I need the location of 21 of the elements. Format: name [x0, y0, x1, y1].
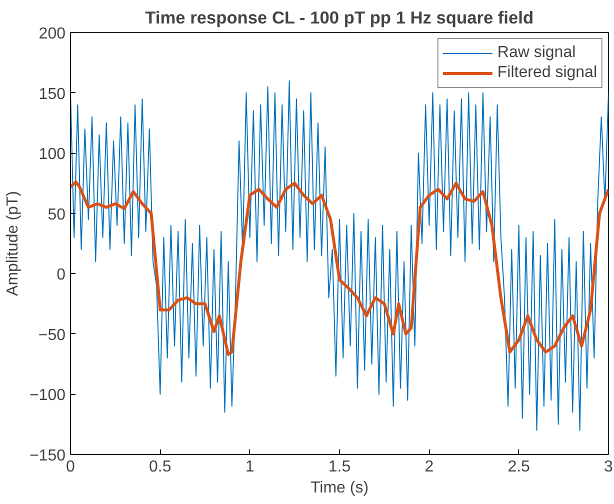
x-tick-label: 2.5: [508, 458, 530, 476]
x-tick-label: 3: [604, 458, 614, 476]
x-tick-label: 1: [245, 458, 254, 476]
y-tick-label: −100: [29, 387, 66, 404]
x-tick-label: 1.5: [328, 458, 351, 476]
legend-label: Raw signal: [497, 44, 576, 62]
y-tick-label: −150: [29, 448, 66, 464]
y-axis-title: Amplitude (pT): [4, 191, 22, 296]
chart-title: Time response CL - 100 pT pp 1 Hz square field: [145, 8, 534, 28]
x-axis-title: Time (s): [310, 480, 369, 496]
y-tick-label: −50: [38, 326, 66, 344]
y-tick-label: 0: [56, 266, 66, 284]
y-tick-label: 150: [38, 86, 66, 103]
x-tick-label: 2: [424, 458, 434, 476]
legend-label: Filtered signal: [497, 64, 597, 82]
y-tick-label: 200: [38, 26, 66, 42]
y-tick-label: 100: [38, 146, 66, 164]
line-series: [70, 80, 608, 431]
x-tick-label: 0.5: [149, 458, 172, 476]
line-series: [70, 180, 608, 356]
y-tick-label: 50: [48, 206, 66, 224]
